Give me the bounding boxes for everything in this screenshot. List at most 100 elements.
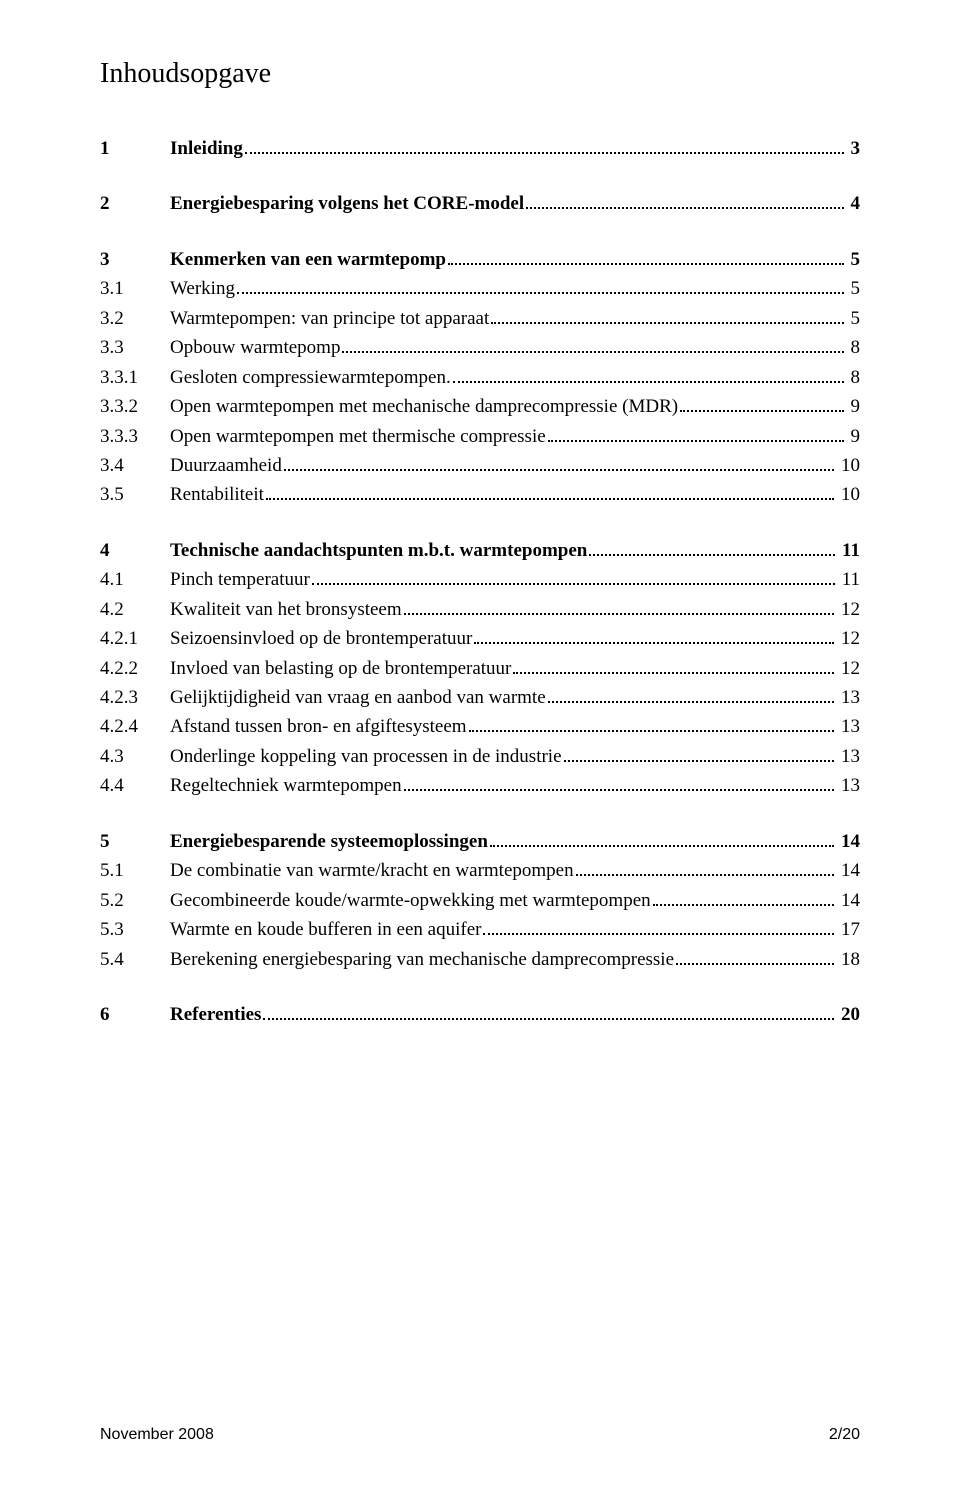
toc-entry-number: 3.5 <box>100 480 170 509</box>
toc-entry-page: 8 <box>847 333 861 362</box>
toc-entry: 3.3.2Open warmtepompen met mechanische d… <box>100 392 860 421</box>
toc-entry-number: 5 <box>100 827 170 856</box>
toc-entry-number: 4 <box>100 536 170 565</box>
toc-entry-label: Pinch temperatuur <box>170 565 310 594</box>
toc-entry-page: 17 <box>837 915 860 944</box>
toc-leader <box>404 778 834 792</box>
toc-entry-page: 20 <box>837 1000 860 1029</box>
toc-leader <box>342 340 843 354</box>
toc-entry: 3.3Opbouw warmtepomp 8 <box>100 333 860 362</box>
toc-entry-page: 12 <box>837 595 860 624</box>
toc-entry-page: 3 <box>847 134 861 163</box>
toc-entry-page: 8 <box>847 363 861 392</box>
toc-entry-number: 3.4 <box>100 451 170 480</box>
toc-entry: 4.2.3Gelijktijdigheid van vraag en aanbo… <box>100 683 860 712</box>
toc-leader <box>404 601 834 615</box>
toc-entry: 4Technische aandachtspunten m.b.t. warmt… <box>100 536 860 565</box>
toc-leader <box>448 251 844 265</box>
page-footer: November 2008 2/20 <box>100 1426 860 1444</box>
toc-entry-number: 3.3.3 <box>100 422 170 451</box>
toc-leader <box>491 310 843 324</box>
toc-leader <box>526 196 843 210</box>
toc-entry-page: 14 <box>837 856 860 885</box>
toc-entry-label: Gesloten compressiewarmtepompen. <box>170 363 451 392</box>
toc-entry: 5.3Warmte en koude bufferen in een aquif… <box>100 915 860 944</box>
toc-entry-page: 10 <box>837 451 860 480</box>
toc-leader <box>263 1006 834 1020</box>
toc-entry-page: 14 <box>837 886 860 915</box>
toc-entry-page: 5 <box>847 245 861 274</box>
toc-leader <box>312 572 835 586</box>
toc-entry-page: 13 <box>837 771 860 800</box>
toc-entry-number: 3.3 <box>100 333 170 362</box>
toc-leader <box>548 428 844 442</box>
toc-entry-page: 11 <box>838 565 860 594</box>
toc-entry: 3Kenmerken van een warmtepomp 5 <box>100 245 860 274</box>
toc-entry-label: Onderlinge koppeling van processen in de… <box>170 742 562 771</box>
toc-leader <box>653 892 834 906</box>
toc-entry: 4.2.2Invloed van belasting op de brontem… <box>100 654 860 683</box>
toc-entry-label: Gecombineerde koude/warmte-opwekking met… <box>170 886 651 915</box>
toc-entry-number: 5.4 <box>100 945 170 974</box>
toc-entry-page: 4 <box>847 189 861 218</box>
toc-entry-label: Referenties <box>170 1000 261 1029</box>
toc-entry-label: Gelijktijdigheid van vraag en aanbod van… <box>170 683 546 712</box>
toc-entry-page: 18 <box>837 945 860 974</box>
toc-leader <box>576 863 834 877</box>
toc-entry-page: 5 <box>847 304 861 333</box>
toc-entry: 5.2Gecombineerde koude/warmte-opwekking … <box>100 886 860 915</box>
toc-entry-label: Opbouw warmtepomp <box>170 333 340 362</box>
toc-entry-label: Rentabiliteit <box>170 480 264 509</box>
toc-leader <box>266 487 834 501</box>
toc-leader <box>469 719 834 733</box>
toc-entry: 4.2.4Afstand tussen bron- en afgiftesyst… <box>100 712 860 741</box>
toc-leader <box>453 369 844 383</box>
toc-section: 5Energiebesparende systeemoplossingen 14… <box>100 827 860 974</box>
toc-entry: 1Inleiding 3 <box>100 134 860 163</box>
toc-leader <box>548 689 834 703</box>
toc-entry-number: 3.2 <box>100 304 170 333</box>
toc-entry-number: 4.2.4 <box>100 712 170 741</box>
toc-entry: 3.3.3Open warmtepompen met thermische co… <box>100 422 860 451</box>
toc-entry-label: Technische aandachtspunten m.b.t. warmte… <box>170 536 587 565</box>
toc-entry-number: 4.2.2 <box>100 654 170 683</box>
toc-entry-number: 5.2 <box>100 886 170 915</box>
toc-entry-label: Inleiding <box>170 134 243 163</box>
toc-entry-label: Duurzaamheid <box>170 451 282 480</box>
toc-leader <box>474 630 834 644</box>
toc-entry-number: 5.3 <box>100 915 170 944</box>
toc-entry-page: 12 <box>837 654 860 683</box>
toc-entry-label: Open warmtepompen met thermische compres… <box>170 422 546 451</box>
toc-entry: 3.5Rentabiliteit 10 <box>100 480 860 509</box>
toc-leader <box>564 748 834 762</box>
toc-section: 6Referenties 20 <box>100 1000 860 1029</box>
toc-entry-page: 9 <box>847 392 861 421</box>
toc-entry-number: 4.3 <box>100 742 170 771</box>
toc-entry: 4.2Kwaliteit van het bronsysteem 12 <box>100 595 860 624</box>
toc-entry-number: 4.2.1 <box>100 624 170 653</box>
toc-entry: 3.2Warmtepompen: van principe tot appara… <box>100 304 860 333</box>
toc-entry-number: 5.1 <box>100 856 170 885</box>
toc-entry-label: Energiebesparende systeemoplossingen <box>170 827 488 856</box>
toc-entry-number: 2 <box>100 189 170 218</box>
toc-entry-page: 13 <box>837 742 860 771</box>
toc-leader <box>483 921 834 935</box>
toc-entry-number: 4.2.3 <box>100 683 170 712</box>
toc-entry-label: Invloed van belasting op de brontemperat… <box>170 654 511 683</box>
toc-entry-page: 12 <box>837 624 860 653</box>
toc-entry-page: 5 <box>847 274 861 303</box>
toc-entry-label: Afstand tussen bron- en afgiftesysteem <box>170 712 467 741</box>
toc-section: 4Technische aandachtspunten m.b.t. warmt… <box>100 536 860 801</box>
toc-entry-number: 6 <box>100 1000 170 1029</box>
toc-entry: 6Referenties 20 <box>100 1000 860 1029</box>
toc-entry-label: Berekening energiebesparing van mechanis… <box>170 945 674 974</box>
toc-entry: 5.1De combinatie van warmte/kracht en wa… <box>100 856 860 885</box>
toc-entry: 3.1Werking 5 <box>100 274 860 303</box>
toc-entry-page: 11 <box>838 536 860 565</box>
toc-entry-number: 4.1 <box>100 565 170 594</box>
toc-entry-number: 3.3.2 <box>100 392 170 421</box>
toc-leader <box>589 542 835 556</box>
toc-entry-number: 4.4 <box>100 771 170 800</box>
toc-entry-page: 14 <box>837 827 860 856</box>
toc-entry-number: 3.1 <box>100 274 170 303</box>
